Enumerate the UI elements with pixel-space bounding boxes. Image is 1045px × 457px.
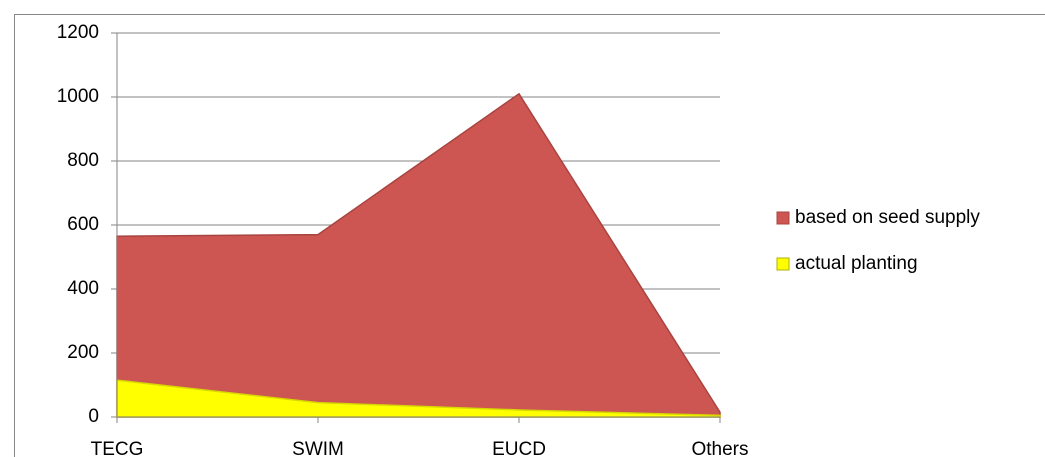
legend-swatch	[776, 257, 790, 271]
x-tick-label: EUCD	[492, 439, 546, 457]
y-tick-label: 400	[67, 278, 99, 299]
legend-swatch	[776, 211, 790, 225]
y-tick-label: 1000	[57, 86, 99, 107]
legend-label: actual planting	[795, 253, 918, 274]
x-tick-label: TECG	[91, 439, 144, 457]
y-tick-label: 600	[67, 214, 99, 235]
x-tick-label: SWIM	[292, 439, 344, 457]
y-tick-label: 0	[88, 406, 99, 427]
legend-label: based on seed supply	[795, 207, 980, 228]
y-tick-label: 800	[67, 150, 99, 171]
y-tick-label: 200	[67, 342, 99, 363]
y-tick-label: 1200	[57, 22, 99, 43]
x-tick-label: Others	[691, 439, 748, 457]
